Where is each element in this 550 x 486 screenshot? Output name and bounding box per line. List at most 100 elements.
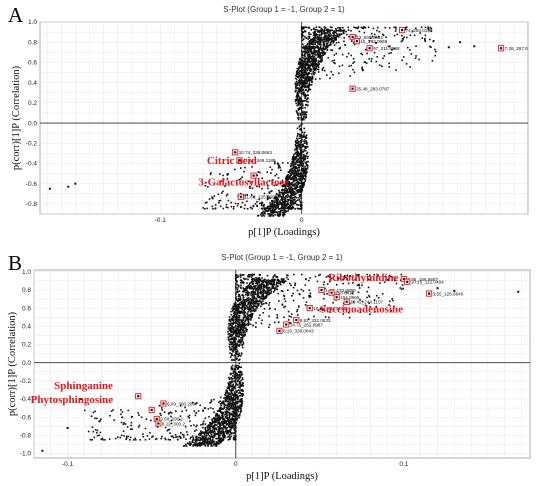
variable-point	[365, 62, 368, 65]
variable-point	[211, 439, 214, 442]
variable-point	[228, 343, 231, 345]
variable-point	[294, 83, 297, 85]
variable-point	[279, 211, 282, 214]
variable-point	[241, 281, 243, 284]
variable-point	[296, 186, 299, 189]
variable-point	[309, 47, 312, 49]
variable-point	[269, 209, 271, 212]
variable-point	[232, 420, 234, 422]
variable-point	[315, 32, 317, 35]
variable-point	[276, 281, 278, 284]
variable-point	[228, 323, 231, 325]
variable-point	[393, 26, 395, 29]
variable-point	[189, 442, 192, 445]
variable-point	[240, 371, 243, 373]
variable-point	[237, 344, 240, 346]
variable-point	[227, 436, 229, 438]
variable-point	[233, 337, 236, 339]
variable-point	[267, 288, 269, 291]
variable-point	[279, 166, 282, 169]
variable-point	[295, 162, 297, 164]
variable-point	[352, 62, 354, 64]
variable-point	[236, 318, 238, 320]
variable-point	[235, 279, 237, 281]
variable-point	[296, 104, 299, 107]
variable-point	[92, 411, 95, 414]
variable-point	[230, 380, 233, 383]
variable-point	[230, 313, 232, 316]
outlier-point	[473, 45, 476, 48]
variable-point	[254, 309, 257, 312]
variable-point	[228, 405, 231, 408]
variable-point	[200, 444, 203, 446]
variable-point	[284, 182, 287, 184]
variable-point	[249, 303, 252, 306]
variable-point	[192, 437, 195, 439]
variable-point	[290, 194, 293, 197]
variable-point	[309, 48, 312, 51]
variable-point	[95, 431, 98, 434]
variable-point	[237, 328, 240, 331]
variable-point	[294, 152, 296, 155]
variable-point	[197, 439, 199, 441]
variable-point	[312, 34, 315, 37]
variable-point	[314, 58, 317, 60]
variable-point	[376, 275, 379, 278]
variable-point	[289, 207, 292, 210]
variable-point	[286, 206, 289, 209]
variable-point	[328, 35, 330, 37]
variable-point	[269, 280, 272, 283]
variable-point	[307, 35, 310, 38]
variable-point	[327, 32, 329, 35]
variable-point	[213, 427, 216, 429]
variable-point	[264, 290, 267, 293]
variable-point	[234, 368, 237, 371]
variable-point	[233, 427, 236, 430]
variable-point	[368, 58, 370, 60]
variable-point	[306, 94, 309, 96]
y-tick-label: 0.4	[22, 324, 31, 331]
variable-point	[313, 66, 316, 69]
variable-point	[300, 87, 303, 90]
variable-point	[89, 438, 92, 441]
variable-point	[264, 297, 266, 299]
variable-point	[225, 398, 227, 400]
variable-point	[302, 169, 305, 172]
variable-point	[236, 276, 239, 279]
variable-point	[239, 399, 241, 402]
variable-point	[314, 36, 317, 39]
variable-point	[318, 40, 321, 42]
variable-point	[237, 314, 240, 317]
variable-point	[219, 432, 222, 435]
variable-point	[229, 372, 232, 375]
variable-point	[292, 292, 294, 295]
variable-point	[204, 208, 206, 210]
variable-point	[313, 32, 316, 35]
variable-point	[231, 381, 234, 383]
variable-point	[302, 51, 304, 54]
variable-point	[372, 27, 375, 30]
variable-point	[240, 399, 243, 401]
variable-point	[316, 41, 319, 44]
variable-point	[300, 146, 303, 148]
variable-point	[272, 204, 274, 206]
variable-point	[304, 145, 307, 148]
grid-lines	[33, 270, 530, 458]
variable-point	[275, 198, 277, 200]
variable-point	[248, 309, 250, 312]
variable-point	[241, 338, 244, 340]
variable-point	[305, 145, 308, 148]
variable-point	[291, 156, 294, 159]
variable-point	[225, 424, 228, 426]
variable-point	[224, 422, 226, 424]
variable-point	[306, 72, 309, 75]
variable-point	[240, 326, 243, 328]
variable-point	[332, 309, 335, 312]
variable-point	[244, 322, 246, 325]
variable-point	[363, 61, 366, 63]
variable-point	[284, 300, 287, 303]
variable-point	[326, 44, 328, 46]
y-tick-label: 0.2	[22, 342, 31, 349]
variable-point	[324, 45, 327, 48]
variable-point	[255, 276, 257, 279]
